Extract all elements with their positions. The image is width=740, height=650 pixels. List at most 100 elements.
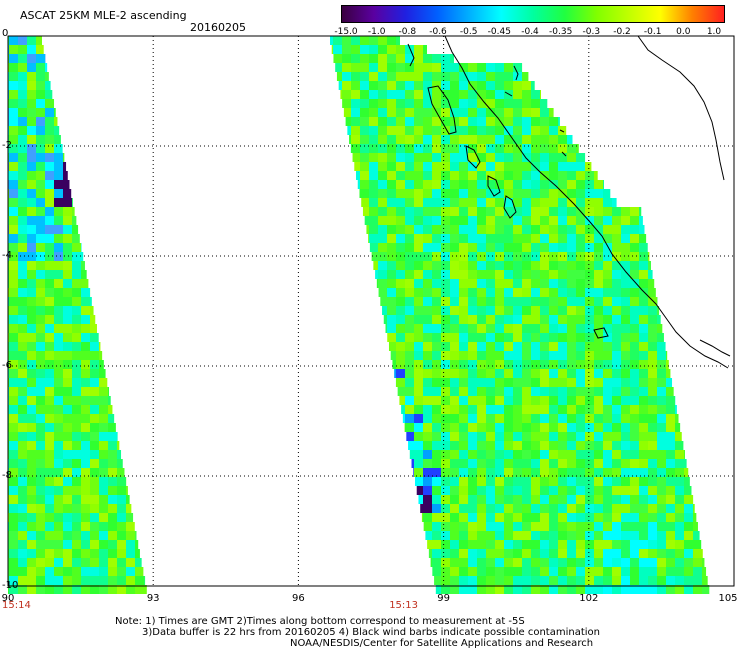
wind-cell — [423, 261, 432, 270]
wind-cell — [36, 567, 45, 576]
wind-cell — [18, 504, 27, 513]
wind-cell — [693, 540, 702, 549]
wind-cell — [549, 279, 558, 288]
wind-cell — [36, 126, 45, 135]
wind-cell — [81, 333, 90, 342]
wind-cell — [405, 135, 414, 144]
wind-cell — [81, 378, 90, 387]
wind-cell — [513, 531, 522, 540]
wind-cell — [495, 72, 504, 81]
wind-cell — [639, 459, 648, 468]
wind-cell — [504, 81, 513, 90]
wind-cell — [495, 270, 504, 279]
wind-cell — [90, 333, 99, 342]
wind-cell — [504, 180, 513, 189]
wind-cell — [648, 351, 657, 360]
wind-cell — [630, 441, 639, 450]
wind-cell — [81, 387, 90, 396]
wind-cell — [81, 558, 90, 567]
wind-cell — [639, 504, 648, 513]
wind-cell — [558, 432, 567, 441]
wind-cell — [531, 369, 540, 378]
wind-cell — [477, 450, 486, 459]
wind-cell — [414, 378, 423, 387]
wind-cell — [468, 450, 477, 459]
wind-cell — [18, 567, 27, 576]
wind-cell — [531, 432, 540, 441]
wind-cell — [430, 558, 432, 567]
wind-cell — [72, 216, 77, 225]
wind-cell — [428, 549, 432, 558]
wind-cell — [9, 522, 18, 531]
wind-cell — [27, 342, 36, 351]
wind-cell — [567, 279, 576, 288]
wind-cell — [72, 477, 81, 486]
wind-cell — [108, 567, 117, 576]
wind-cell — [648, 369, 657, 378]
wind-cell — [531, 207, 540, 216]
wind-cell — [576, 369, 585, 378]
wind-cell — [54, 351, 63, 360]
wind-cell — [36, 576, 45, 585]
wind-cell — [684, 504, 693, 513]
wind-cell — [522, 81, 531, 90]
wind-cell — [387, 234, 396, 243]
wind-cell — [382, 306, 387, 315]
wind-cell — [549, 441, 558, 450]
wind-cell — [558, 414, 567, 423]
wind-cell — [657, 432, 666, 441]
wind-cell — [657, 324, 663, 333]
wind-cell — [639, 576, 648, 585]
wind-cell — [72, 270, 81, 279]
wind-cell — [531, 252, 540, 261]
wind-cell — [45, 63, 48, 72]
wind-cell — [585, 405, 594, 414]
wind-cell — [360, 108, 369, 117]
wind-cell — [612, 513, 621, 522]
wind-cell — [549, 180, 558, 189]
wind-cell — [18, 531, 27, 540]
wind-cell — [540, 549, 549, 558]
wind-cell — [18, 90, 27, 99]
wind-cell — [522, 342, 531, 351]
wind-cell — [558, 180, 567, 189]
wind-cell — [459, 477, 468, 486]
wind-cell — [603, 378, 612, 387]
wind-cell — [495, 306, 504, 315]
wind-cell — [36, 279, 45, 288]
wind-cell — [531, 396, 540, 405]
wind-cell — [576, 585, 585, 594]
wind-cell — [63, 441, 72, 450]
wind-cell — [612, 207, 621, 216]
wind-cell — [549, 117, 558, 126]
wind-cell — [549, 558, 558, 567]
wind-cell — [432, 171, 441, 180]
wind-cell — [594, 504, 603, 513]
wind-cell — [36, 45, 44, 54]
siberut-island — [503, 195, 517, 219]
wind-cell — [45, 333, 54, 342]
wind-cell — [522, 171, 531, 180]
wind-cell — [414, 189, 423, 198]
wind-cell — [405, 189, 414, 198]
wind-cell — [45, 414, 54, 423]
wind-cell — [414, 225, 423, 234]
wind-cell — [441, 477, 450, 486]
wind-cell — [414, 342, 423, 351]
wind-cell — [657, 513, 666, 522]
wind-cell — [459, 378, 468, 387]
wind-cell — [639, 270, 648, 279]
wind-cell — [585, 387, 594, 396]
wind-cell — [558, 441, 567, 450]
wind-cell — [513, 450, 522, 459]
wind-cell — [432, 405, 441, 414]
wind-cell — [540, 504, 549, 513]
wind-cell — [603, 288, 612, 297]
wind-cell — [108, 486, 117, 495]
wind-cell — [36, 72, 45, 81]
wind-cell — [648, 540, 657, 549]
wind-cell — [387, 153, 396, 162]
wind-cell — [423, 153, 432, 162]
wind-cell — [504, 144, 513, 153]
wind-cell — [9, 54, 18, 63]
